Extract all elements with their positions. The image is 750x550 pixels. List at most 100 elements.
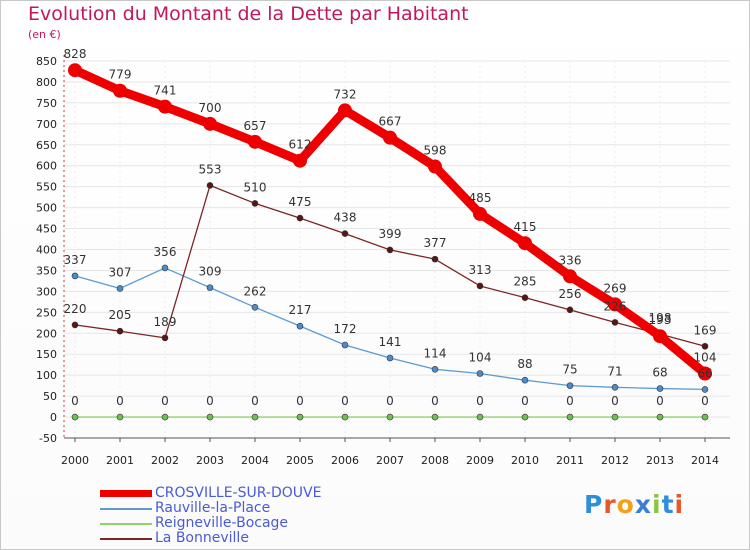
y-tick-label: 300 (36, 285, 57, 298)
y-tick-label: 250 (36, 306, 57, 319)
y-tick-label: -50 (39, 432, 57, 445)
data-point (248, 134, 262, 149)
logo-letter: x (634, 490, 652, 519)
data-point (656, 385, 664, 392)
x-tick-label: 2011 (556, 454, 584, 467)
data-label: 0 (296, 394, 304, 408)
data-point (206, 413, 214, 421)
data-label: 667 (379, 115, 402, 129)
data-point (158, 99, 172, 114)
data-point (431, 366, 439, 373)
data-point (71, 321, 79, 329)
data-point (431, 255, 439, 263)
data-point (341, 341, 349, 349)
data-label: 415 (514, 220, 537, 234)
y-tick-label: 350 (36, 264, 57, 277)
data-point (116, 413, 124, 421)
x-tick-label: 2007 (376, 454, 404, 467)
unit-label: (en €) (28, 28, 61, 41)
data-label: 75 (562, 363, 577, 377)
logo-letter: o (616, 490, 635, 519)
data-label: 356 (154, 245, 177, 259)
data-label: 0 (386, 394, 394, 408)
data-label: 0 (116, 394, 124, 408)
data-point (476, 282, 484, 290)
chart-title: Evolution du Montant de la Dette par Hab… (28, 3, 469, 25)
data-label: 399 (379, 227, 402, 241)
data-point (521, 376, 529, 384)
data-label: 732 (334, 87, 357, 101)
data-label: 169 (694, 323, 717, 337)
y-tick-label: 650 (36, 139, 57, 152)
legend-item-rauville: Rauville-la-Place (100, 501, 321, 516)
logo-letter: r (603, 490, 617, 519)
data-label: 337 (64, 253, 87, 267)
y-tick-label: 150 (36, 348, 57, 361)
data-label: 0 (656, 394, 664, 408)
logo-letter: i (674, 490, 685, 519)
data-label: 0 (611, 394, 619, 408)
legend-swatch-rauville (100, 507, 152, 510)
y-tick-label: 400 (36, 244, 57, 257)
y-tick-label: 600 (36, 160, 57, 173)
x-tick-label: 2005 (286, 454, 314, 467)
data-point (701, 342, 709, 350)
y-tick-label: 700 (36, 118, 57, 131)
legend-item-reigneville: Reigneville-Bocage (100, 516, 321, 531)
legend-label-crosville: CROSVILLE-SUR-DOUVE (155, 485, 322, 501)
data-label: 377 (424, 236, 447, 250)
x-tick-label: 2002 (151, 454, 179, 467)
x-tick-label: 2013 (646, 454, 674, 467)
data-label: 309 (199, 265, 222, 279)
legend-swatch-bonneville (100, 537, 152, 540)
data-label: 553 (199, 162, 222, 176)
legend-label-rauville: Rauville-la-Place (155, 500, 271, 516)
data-point (383, 130, 397, 145)
data-label: 114 (424, 346, 447, 360)
data-point (116, 285, 124, 292)
data-label: 0 (341, 394, 349, 408)
data-label: 0 (566, 394, 574, 408)
data-point (611, 319, 619, 326)
legend-swatch-reigneville (100, 522, 152, 525)
data-point (71, 413, 79, 421)
data-point (563, 269, 577, 284)
legend-swatch-crosville (100, 490, 152, 497)
data-point (296, 214, 304, 222)
data-point (476, 370, 484, 377)
data-point (296, 322, 304, 330)
data-label: 700 (199, 101, 222, 115)
data-label: 220 (64, 302, 87, 316)
x-tick-label: 2000 (61, 454, 89, 467)
data-label: 104 (469, 350, 492, 364)
y-tick-label: 200 (36, 327, 57, 340)
data-label: 226 (604, 299, 627, 313)
data-label: 657 (244, 119, 267, 133)
data-label: 0 (476, 394, 484, 408)
data-point (701, 413, 709, 421)
data-label: 779 (109, 68, 132, 82)
legend-label-reigneville: Reigneville-Bocage (155, 515, 289, 531)
data-label: 510 (244, 180, 267, 194)
data-point (431, 413, 439, 421)
x-tick-label: 2001 (106, 454, 134, 467)
data-label: 0 (701, 394, 709, 408)
data-label: 0 (431, 394, 439, 408)
data-point (701, 386, 709, 393)
data-point (521, 294, 529, 301)
data-point (518, 236, 532, 251)
x-tick-label: 2014 (691, 454, 719, 467)
data-point (611, 384, 619, 391)
data-label: 0 (521, 394, 529, 408)
data-point (656, 413, 664, 421)
data-point (251, 200, 259, 207)
data-label: 0 (206, 394, 214, 408)
data-label: 285 (514, 275, 537, 289)
legend-label-bonneville: La Bonneville (155, 530, 249, 546)
data-point (203, 116, 217, 131)
data-label: 598 (424, 144, 447, 158)
data-label: 68 (652, 366, 667, 380)
logo-letter: P (584, 490, 604, 519)
x-tick-label: 2003 (196, 454, 224, 467)
legend: CROSVILLE-SUR-DOUVE Rauville-la-Place Re… (100, 486, 321, 546)
